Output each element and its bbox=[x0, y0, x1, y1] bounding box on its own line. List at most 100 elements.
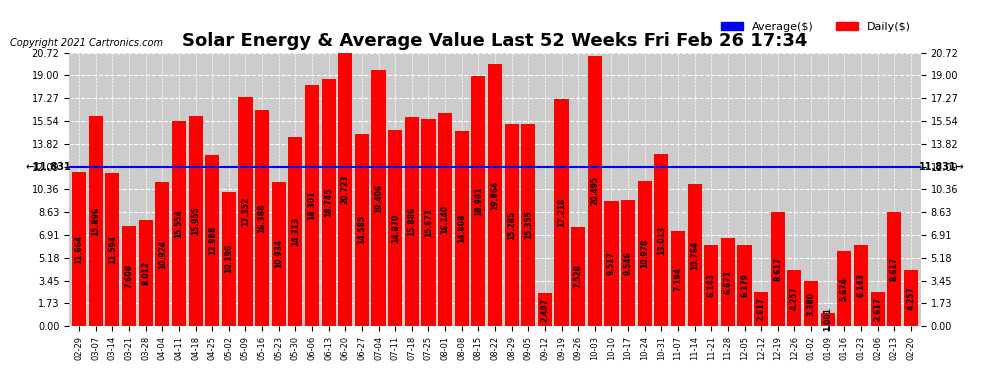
Bar bbox=[738, 244, 751, 326]
Bar bbox=[687, 184, 702, 326]
Bar bbox=[571, 227, 585, 326]
Bar bbox=[704, 245, 719, 326]
Bar bbox=[271, 182, 286, 326]
Text: 8.012: 8.012 bbox=[142, 261, 150, 285]
Text: 9.546: 9.546 bbox=[624, 251, 633, 275]
Text: 19.864: 19.864 bbox=[490, 180, 500, 210]
Bar bbox=[405, 117, 419, 326]
Text: 7.528: 7.528 bbox=[573, 264, 583, 288]
Bar bbox=[887, 212, 901, 326]
Text: 11.664: 11.664 bbox=[74, 234, 83, 264]
Bar bbox=[621, 200, 636, 326]
Bar bbox=[454, 131, 469, 326]
Bar bbox=[721, 238, 735, 326]
Bar bbox=[471, 76, 485, 326]
Text: 4.257: 4.257 bbox=[907, 286, 916, 310]
Text: 6.671: 6.671 bbox=[724, 270, 733, 294]
Bar bbox=[787, 270, 802, 326]
Text: 15.896: 15.896 bbox=[91, 207, 100, 236]
Text: 20.495: 20.495 bbox=[590, 176, 599, 206]
Text: 12.988: 12.988 bbox=[208, 226, 217, 255]
Text: 6.143: 6.143 bbox=[856, 274, 865, 297]
Text: 2.617: 2.617 bbox=[756, 297, 765, 321]
Text: Copyright 2021 Cartronics.com: Copyright 2021 Cartronics.com bbox=[10, 38, 163, 48]
Bar bbox=[654, 154, 668, 326]
Text: 3.380: 3.380 bbox=[807, 292, 816, 316]
Bar bbox=[322, 79, 336, 326]
Bar bbox=[771, 212, 785, 326]
Bar bbox=[155, 182, 169, 326]
Text: 19.406: 19.406 bbox=[374, 183, 383, 213]
Text: 14.585: 14.585 bbox=[357, 215, 366, 244]
Bar bbox=[854, 245, 868, 326]
Bar bbox=[521, 123, 536, 326]
Text: ←11.831: ←11.831 bbox=[25, 162, 71, 172]
Text: 4.257: 4.257 bbox=[790, 286, 799, 310]
Bar bbox=[638, 181, 651, 326]
Bar bbox=[72, 172, 86, 326]
Bar bbox=[821, 313, 835, 326]
Text: 15.886: 15.886 bbox=[407, 207, 417, 236]
Text: 15.355: 15.355 bbox=[524, 210, 533, 239]
Text: 18.981: 18.981 bbox=[474, 186, 483, 216]
Title: Solar Energy & Average Value Last 52 Weeks Fri Feb 26 17:34: Solar Energy & Average Value Last 52 Wee… bbox=[182, 32, 808, 50]
Text: 8.617: 8.617 bbox=[890, 257, 899, 281]
Text: 17.352: 17.352 bbox=[241, 197, 250, 226]
Bar bbox=[870, 291, 885, 326]
Bar bbox=[239, 97, 252, 326]
Text: 18.301: 18.301 bbox=[308, 191, 317, 220]
Text: 11.831→: 11.831→ bbox=[919, 162, 965, 172]
Text: 9.517: 9.517 bbox=[607, 251, 616, 275]
Bar bbox=[505, 124, 519, 326]
Text: 6.143: 6.143 bbox=[707, 274, 716, 297]
Text: 14.870: 14.870 bbox=[391, 213, 400, 243]
Text: 13.013: 13.013 bbox=[656, 226, 666, 255]
Bar bbox=[438, 113, 452, 326]
Text: 14.808: 14.808 bbox=[457, 214, 466, 243]
Bar bbox=[339, 53, 352, 326]
Text: 2.617: 2.617 bbox=[873, 297, 882, 321]
Bar bbox=[305, 85, 319, 326]
Text: 15.671: 15.671 bbox=[424, 208, 433, 237]
Bar bbox=[371, 70, 386, 326]
Text: 7.608: 7.608 bbox=[125, 264, 134, 288]
Bar bbox=[89, 116, 103, 326]
Text: 10.196: 10.196 bbox=[225, 244, 234, 273]
Text: 6.179: 6.179 bbox=[740, 273, 749, 297]
Text: 10.764: 10.764 bbox=[690, 240, 699, 270]
Bar bbox=[172, 121, 186, 326]
Bar bbox=[588, 56, 602, 326]
Text: 16.388: 16.388 bbox=[257, 203, 266, 232]
Bar bbox=[188, 116, 203, 326]
Bar bbox=[488, 64, 502, 326]
Text: 2.497: 2.497 bbox=[541, 297, 549, 321]
Text: 16.140: 16.140 bbox=[441, 205, 449, 234]
Bar bbox=[105, 173, 120, 326]
Text: 20.723: 20.723 bbox=[341, 175, 349, 204]
Legend: Average($), Daily($): Average($), Daily($) bbox=[716, 17, 916, 36]
Text: 10.978: 10.978 bbox=[641, 239, 649, 268]
Text: 10.924: 10.924 bbox=[157, 239, 166, 268]
Bar bbox=[354, 134, 369, 326]
Bar bbox=[554, 99, 568, 326]
Text: 14.313: 14.313 bbox=[291, 217, 300, 246]
Text: 17.218: 17.218 bbox=[557, 198, 566, 227]
Bar bbox=[139, 220, 152, 326]
Text: 18.745: 18.745 bbox=[324, 188, 334, 217]
Bar bbox=[422, 119, 436, 326]
Text: 7.194: 7.194 bbox=[673, 267, 682, 291]
Bar bbox=[604, 201, 619, 326]
Bar bbox=[205, 155, 219, 326]
Bar bbox=[222, 192, 236, 326]
Bar bbox=[671, 231, 685, 326]
Text: 8.617: 8.617 bbox=[773, 257, 782, 281]
Text: 10.934: 10.934 bbox=[274, 239, 283, 268]
Bar bbox=[122, 226, 136, 326]
Bar bbox=[255, 110, 269, 326]
Bar bbox=[538, 293, 552, 326]
Text: 11.594: 11.594 bbox=[108, 235, 117, 264]
Bar bbox=[388, 130, 402, 326]
Text: 15.554: 15.554 bbox=[174, 209, 183, 238]
Text: 1.001: 1.001 bbox=[824, 308, 833, 332]
Bar bbox=[754, 291, 768, 326]
